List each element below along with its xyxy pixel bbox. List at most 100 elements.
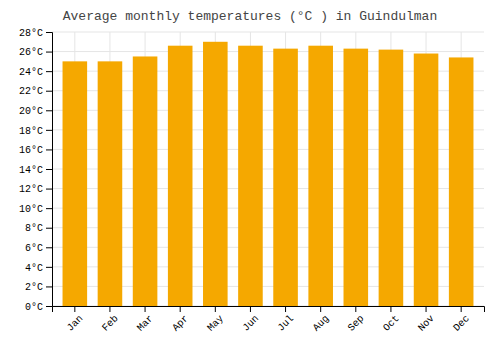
tick: 24°C bbox=[19, 67, 52, 78]
tick: Mar bbox=[135, 306, 156, 334]
bar bbox=[98, 61, 123, 306]
tick-label: Apr bbox=[170, 313, 191, 334]
bar bbox=[414, 54, 439, 306]
tick-label: Jan bbox=[65, 313, 86, 334]
tick: 6°C bbox=[25, 243, 52, 254]
grid bbox=[52, 32, 484, 306]
bar bbox=[344, 49, 369, 306]
bar bbox=[308, 46, 333, 306]
grid-line bbox=[52, 51, 484, 52]
tick: 4°C bbox=[25, 263, 52, 274]
x-axis: Jan Feb Mar Apr May Jun Jul Aug Sep Oct Nov Dec bbox=[53, 306, 485, 334]
tick-mark bbox=[46, 71, 52, 72]
tick: Feb bbox=[100, 306, 121, 334]
tick-label: Jul bbox=[276, 313, 297, 334]
tick-label: Oct bbox=[381, 313, 402, 334]
tick-label: 4°C bbox=[25, 263, 43, 274]
chart: Average monthly temperatures (°C ) in Gu… bbox=[0, 0, 500, 350]
tick: Oct bbox=[381, 306, 402, 334]
tick-label: 26°C bbox=[19, 47, 43, 58]
tick-mark bbox=[46, 267, 52, 268]
bar bbox=[168, 46, 193, 306]
tick-label: 18°C bbox=[19, 126, 43, 137]
tick-label: 2°C bbox=[25, 282, 43, 293]
bars bbox=[63, 42, 474, 306]
y-axis: 0°C 2°C 4°C 6°C 8°C 10°C 12°C 14°C 16°C 18°C 20°C 2… bbox=[19, 28, 53, 313]
tick-label: Sep bbox=[346, 313, 367, 334]
tick-label: 0°C bbox=[25, 302, 43, 313]
tick-label: 6°C bbox=[25, 243, 43, 254]
tick: 14°C bbox=[19, 165, 52, 176]
tick: Aug bbox=[311, 306, 332, 334]
tick-mark bbox=[145, 306, 146, 312]
tick: Jun bbox=[241, 306, 262, 334]
tick-label: 12°C bbox=[19, 184, 43, 195]
tick-mark bbox=[46, 110, 52, 111]
tick-mark bbox=[46, 247, 52, 248]
tick-label: May bbox=[205, 313, 226, 334]
tick-mark bbox=[46, 189, 52, 190]
tick-mark bbox=[46, 52, 52, 53]
tick: 0°C bbox=[25, 302, 52, 313]
bar bbox=[203, 42, 228, 306]
tick-label: Mar bbox=[135, 313, 156, 334]
tick-mark bbox=[285, 306, 286, 312]
bar bbox=[238, 46, 263, 306]
tick-mark bbox=[109, 306, 110, 312]
tick-mark bbox=[46, 228, 52, 229]
tick-label: Nov bbox=[416, 313, 437, 334]
grid-line bbox=[52, 32, 484, 33]
axis-line bbox=[46, 33, 53, 307]
tick-mark bbox=[46, 32, 52, 33]
tick: May bbox=[205, 306, 226, 334]
tick-mark bbox=[215, 306, 216, 312]
tick-label: 14°C bbox=[19, 165, 43, 176]
tick: 16°C bbox=[19, 145, 52, 156]
plot: 0°C 2°C 4°C 6°C 8°C 10°C 12°C 14°C 16°C 18°C 20°C 2… bbox=[19, 28, 485, 334]
tick-mark bbox=[426, 306, 427, 312]
tick-label: Aug bbox=[311, 313, 332, 334]
tick-mark bbox=[46, 130, 52, 131]
tick-label: 22°C bbox=[19, 86, 43, 97]
tick: Jul bbox=[276, 306, 297, 334]
tick-label: Feb bbox=[100, 313, 121, 334]
tick: 20°C bbox=[19, 106, 52, 117]
tick-mark bbox=[46, 306, 52, 307]
tick: 12°C bbox=[19, 184, 52, 195]
tick-mark bbox=[46, 286, 52, 287]
tick: 2°C bbox=[25, 282, 52, 293]
tick: 22°C bbox=[19, 86, 52, 97]
tick-label: Dec bbox=[451, 313, 472, 334]
tick-mark bbox=[355, 306, 356, 312]
tick: 10°C bbox=[19, 204, 52, 215]
bar bbox=[273, 49, 298, 306]
tick-label: 24°C bbox=[19, 67, 43, 78]
tick-label: Jun bbox=[241, 313, 262, 334]
tick: 26°C bbox=[19, 47, 52, 58]
bar bbox=[63, 61, 88, 306]
tick-mark bbox=[390, 306, 391, 312]
bar bbox=[133, 56, 158, 306]
tick-mark bbox=[46, 149, 52, 150]
tick: 28°C bbox=[19, 28, 52, 39]
tick-mark bbox=[180, 306, 181, 312]
tick-mark bbox=[46, 169, 52, 170]
axis-line bbox=[53, 307, 485, 313]
bar bbox=[449, 57, 474, 306]
tick: Sep bbox=[346, 306, 367, 334]
bar bbox=[379, 50, 404, 306]
tick-mark bbox=[74, 306, 75, 312]
tick-label: 10°C bbox=[19, 204, 43, 215]
tick: Jan bbox=[65, 306, 86, 334]
tick-mark bbox=[46, 208, 52, 209]
tick-mark bbox=[250, 306, 251, 312]
tick: Apr bbox=[170, 306, 191, 334]
tick: Dec bbox=[451, 306, 472, 334]
tick-label: 28°C bbox=[19, 28, 43, 39]
tick-mark bbox=[46, 91, 52, 92]
tick-mark bbox=[461, 306, 462, 312]
tick-label: 20°C bbox=[19, 106, 43, 117]
title: Average monthly temperatures (°C ) in Gu… bbox=[63, 9, 437, 24]
tick-label: 8°C bbox=[25, 223, 43, 234]
tick: 18°C bbox=[19, 126, 52, 137]
